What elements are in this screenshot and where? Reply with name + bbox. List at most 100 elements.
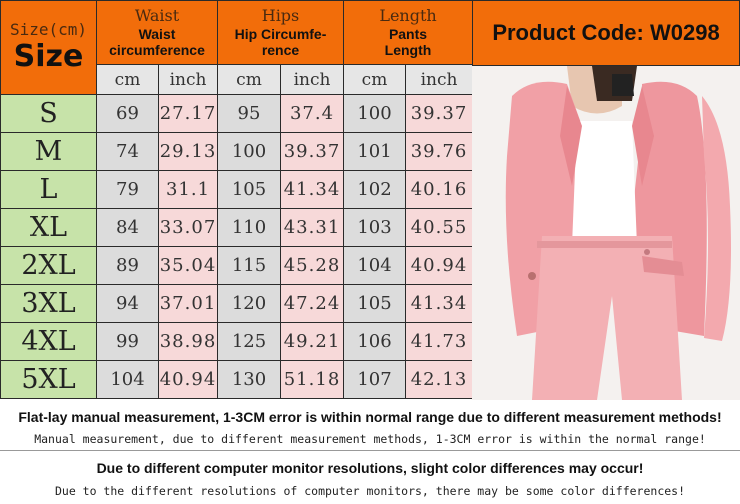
waist-in-cell: 37.01 [158, 284, 218, 323]
table-row: 4XL 99 38.98 125 49.21 106 41.73 [0, 322, 473, 361]
waist-header-line1: Waist [138, 25, 176, 42]
size-header-cell: Size(cm) Size [0, 0, 97, 95]
waist-in-cell: 35.04 [158, 246, 218, 285]
hip-cm-cell: 130 [217, 360, 281, 399]
hip-cm-cell: 125 [217, 322, 281, 361]
len-cm-cell: 106 [343, 322, 406, 361]
waist-cm-cell: 79 [96, 170, 159, 209]
size-label: 5XL [0, 360, 97, 399]
hip-header-line1: Hip Circumfe- [234, 25, 327, 42]
hip-header-top: Hips [261, 5, 300, 25]
table-row: 2XL 89 35.04 115 45.28 104 40.94 [0, 246, 473, 285]
size-header-top: Size(cm) [9, 19, 88, 39]
size-label: XL [0, 208, 97, 247]
size-rows: S 69 27.17 95 37.4 100 39.37 M 74 29.13 100 39.37 10… [0, 94, 473, 399]
len-in-cell: 41.73 [405, 322, 473, 361]
hip-in-cell: 47.24 [280, 284, 344, 323]
waist-in-cell: 38.98 [158, 322, 218, 361]
pink-suit-illustration [472, 66, 740, 400]
waist-header-line2: circumference [109, 41, 205, 58]
waist-in-cell: 31.1 [158, 170, 218, 209]
waist-cm-cell: 69 [96, 94, 159, 133]
product-code-box: Product Code: W0298 [472, 0, 740, 66]
len-in-cell: 40.16 [405, 170, 473, 209]
hip-in-cell: 37.4 [280, 94, 344, 133]
len-cm-cell: 101 [343, 132, 406, 171]
length-header-line2: Length [384, 41, 432, 58]
len-in-cell: 39.76 [405, 132, 473, 171]
hip-header-line2: rence [261, 41, 300, 58]
waist-in-cell: 33.07 [158, 208, 218, 247]
waist-cm-cell: 89 [96, 246, 159, 285]
color-note: Due to different computer monitor resolu… [96, 460, 644, 476]
unit-inch: inch [405, 64, 473, 95]
measurement-note: Flat-lay manual measurement, 1-3CM error… [18, 409, 722, 425]
size-label: S [0, 94, 97, 133]
len-in-cell: 40.55 [405, 208, 473, 247]
len-cm-cell: 100 [343, 94, 406, 133]
waist-in-cell: 27.17 [158, 94, 218, 133]
hip-in-cell: 39.37 [280, 132, 344, 171]
len-in-cell: 39.37 [405, 94, 473, 133]
waist-cm-cell: 84 [96, 208, 159, 247]
len-cm-cell: 102 [343, 170, 406, 209]
waist-cm-cell: 74 [96, 132, 159, 171]
hip-in-cell: 41.34 [280, 170, 344, 209]
measurement-note-alt: Manual measurement, due to different mea… [34, 432, 706, 446]
notes-divider [0, 450, 740, 451]
waist-in-cell: 40.94 [158, 360, 218, 399]
product-photo [472, 66, 740, 400]
size-label: 4XL [0, 322, 97, 361]
hip-cm-cell: 115 [217, 246, 281, 285]
hip-in-cell: 43.31 [280, 208, 344, 247]
hip-cm-cell: 110 [217, 208, 281, 247]
waist-in-cell: 29.13 [158, 132, 218, 171]
len-in-cell: 42.13 [405, 360, 473, 399]
waist-header-top: Waist [134, 5, 180, 25]
waist-cm-cell: 94 [96, 284, 159, 323]
waist-header: Waist Waist circumference [96, 0, 218, 65]
len-cm-cell: 103 [343, 208, 406, 247]
size-header-bottom: Size [13, 38, 84, 74]
len-cm-cell: 105 [343, 284, 406, 323]
table-row: M 74 29.13 100 39.37 101 39.76 [0, 132, 473, 171]
size-label: 2XL [0, 246, 97, 285]
hip-cm-cell: 105 [217, 170, 281, 209]
product-code: Product Code: W0298 [492, 20, 720, 45]
table-row: L 79 31.1 105 41.34 102 40.16 [0, 170, 473, 209]
hip-cm-cell: 100 [217, 132, 281, 171]
length-header-top: Length [379, 5, 437, 25]
hip-cm-cell: 120 [217, 284, 281, 323]
waist-cm-cell: 104 [96, 360, 159, 399]
table-row: S 69 27.17 95 37.4 100 39.37 [0, 94, 473, 133]
unit-inch: inch [158, 64, 218, 95]
table-row: XL 84 33.07 110 43.31 103 40.55 [0, 208, 473, 247]
len-in-cell: 40.94 [405, 246, 473, 285]
hip-cm-cell: 95 [217, 94, 281, 133]
waist-cm-cell: 99 [96, 322, 159, 361]
table-row: 5XL 104 40.94 130 51.18 107 42.13 [0, 360, 473, 399]
len-in-cell: 41.34 [405, 284, 473, 323]
hip-header: Hips Hip Circumfe- rence [217, 0, 344, 65]
unit-inch: inch [280, 64, 344, 95]
size-table: Size(cm) Size Waist Waist circumference … [0, 0, 473, 399]
header-row: Size(cm) Size Waist Waist circumference … [0, 0, 473, 95]
unit-cm: cm [343, 64, 406, 95]
hip-in-cell: 51.18 [280, 360, 344, 399]
len-cm-cell: 107 [343, 360, 406, 399]
length-header: Length Pants Length [343, 0, 473, 65]
length-header-line1: Pants [388, 25, 428, 42]
hip-in-cell: 45.28 [280, 246, 344, 285]
table-row: 3XL 94 37.01 120 47.24 105 41.34 [0, 284, 473, 323]
len-cm-cell: 104 [343, 246, 406, 285]
color-note-alt: Due to the different resolutions of comp… [54, 484, 686, 498]
size-label: L [0, 170, 97, 209]
size-label: M [0, 132, 97, 171]
size-label: 3XL [0, 284, 97, 323]
unit-cm: cm [96, 64, 159, 95]
hip-in-cell: 49.21 [280, 322, 344, 361]
unit-cm: cm [217, 64, 281, 95]
notes-section: Flat-lay manual measurement, 1-3CM error… [0, 400, 740, 504]
unit-row: cm inch cm inch cm inch [1, 64, 473, 95]
